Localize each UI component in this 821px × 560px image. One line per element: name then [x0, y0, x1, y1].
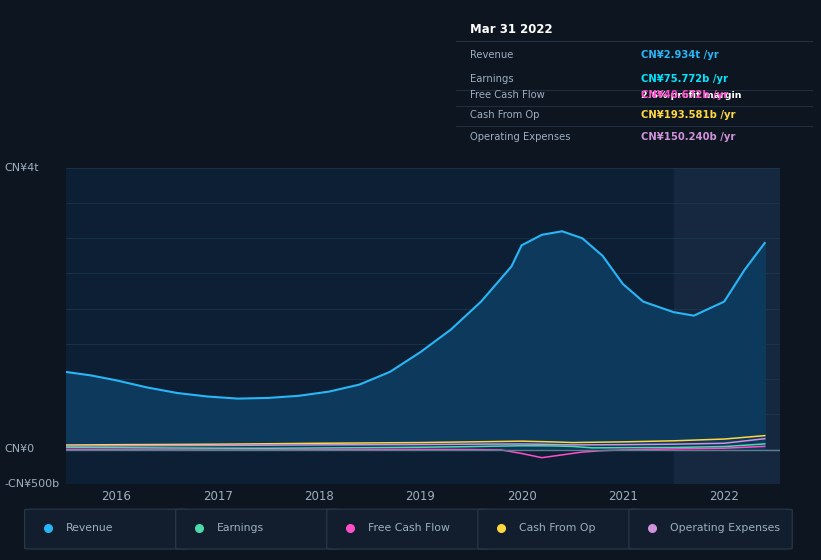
- FancyBboxPatch shape: [327, 509, 490, 549]
- Text: Revenue: Revenue: [66, 523, 113, 533]
- FancyBboxPatch shape: [176, 509, 339, 549]
- Text: CN¥0: CN¥0: [4, 444, 34, 454]
- Text: CN¥150.240b /yr: CN¥150.240b /yr: [641, 132, 736, 142]
- Text: CN¥2.934t /yr: CN¥2.934t /yr: [641, 50, 719, 60]
- Text: Operating Expenses: Operating Expenses: [470, 132, 571, 142]
- Text: Free Cash Flow: Free Cash Flow: [368, 523, 450, 533]
- FancyBboxPatch shape: [478, 509, 641, 549]
- Text: Cash From Op: Cash From Op: [519, 523, 595, 533]
- Text: Free Cash Flow: Free Cash Flow: [470, 90, 544, 100]
- Text: Cash From Op: Cash From Op: [470, 110, 539, 120]
- Text: Earnings: Earnings: [217, 523, 264, 533]
- Text: CN¥4t: CN¥4t: [4, 163, 39, 173]
- Text: CN¥40.672b /yr: CN¥40.672b /yr: [641, 90, 728, 100]
- Text: Mar 31 2022: Mar 31 2022: [470, 23, 553, 36]
- Text: -CN¥500b: -CN¥500b: [4, 479, 59, 489]
- Bar: [673, 168, 780, 484]
- Text: Earnings: Earnings: [470, 74, 514, 84]
- Text: CN¥193.581b /yr: CN¥193.581b /yr: [641, 110, 736, 120]
- FancyBboxPatch shape: [629, 509, 792, 549]
- Text: Operating Expenses: Operating Expenses: [670, 523, 780, 533]
- FancyBboxPatch shape: [25, 509, 188, 549]
- Text: Revenue: Revenue: [470, 50, 513, 60]
- Text: CN¥75.772b /yr: CN¥75.772b /yr: [641, 74, 728, 84]
- Text: 2.6% profit margin: 2.6% profit margin: [641, 91, 742, 100]
